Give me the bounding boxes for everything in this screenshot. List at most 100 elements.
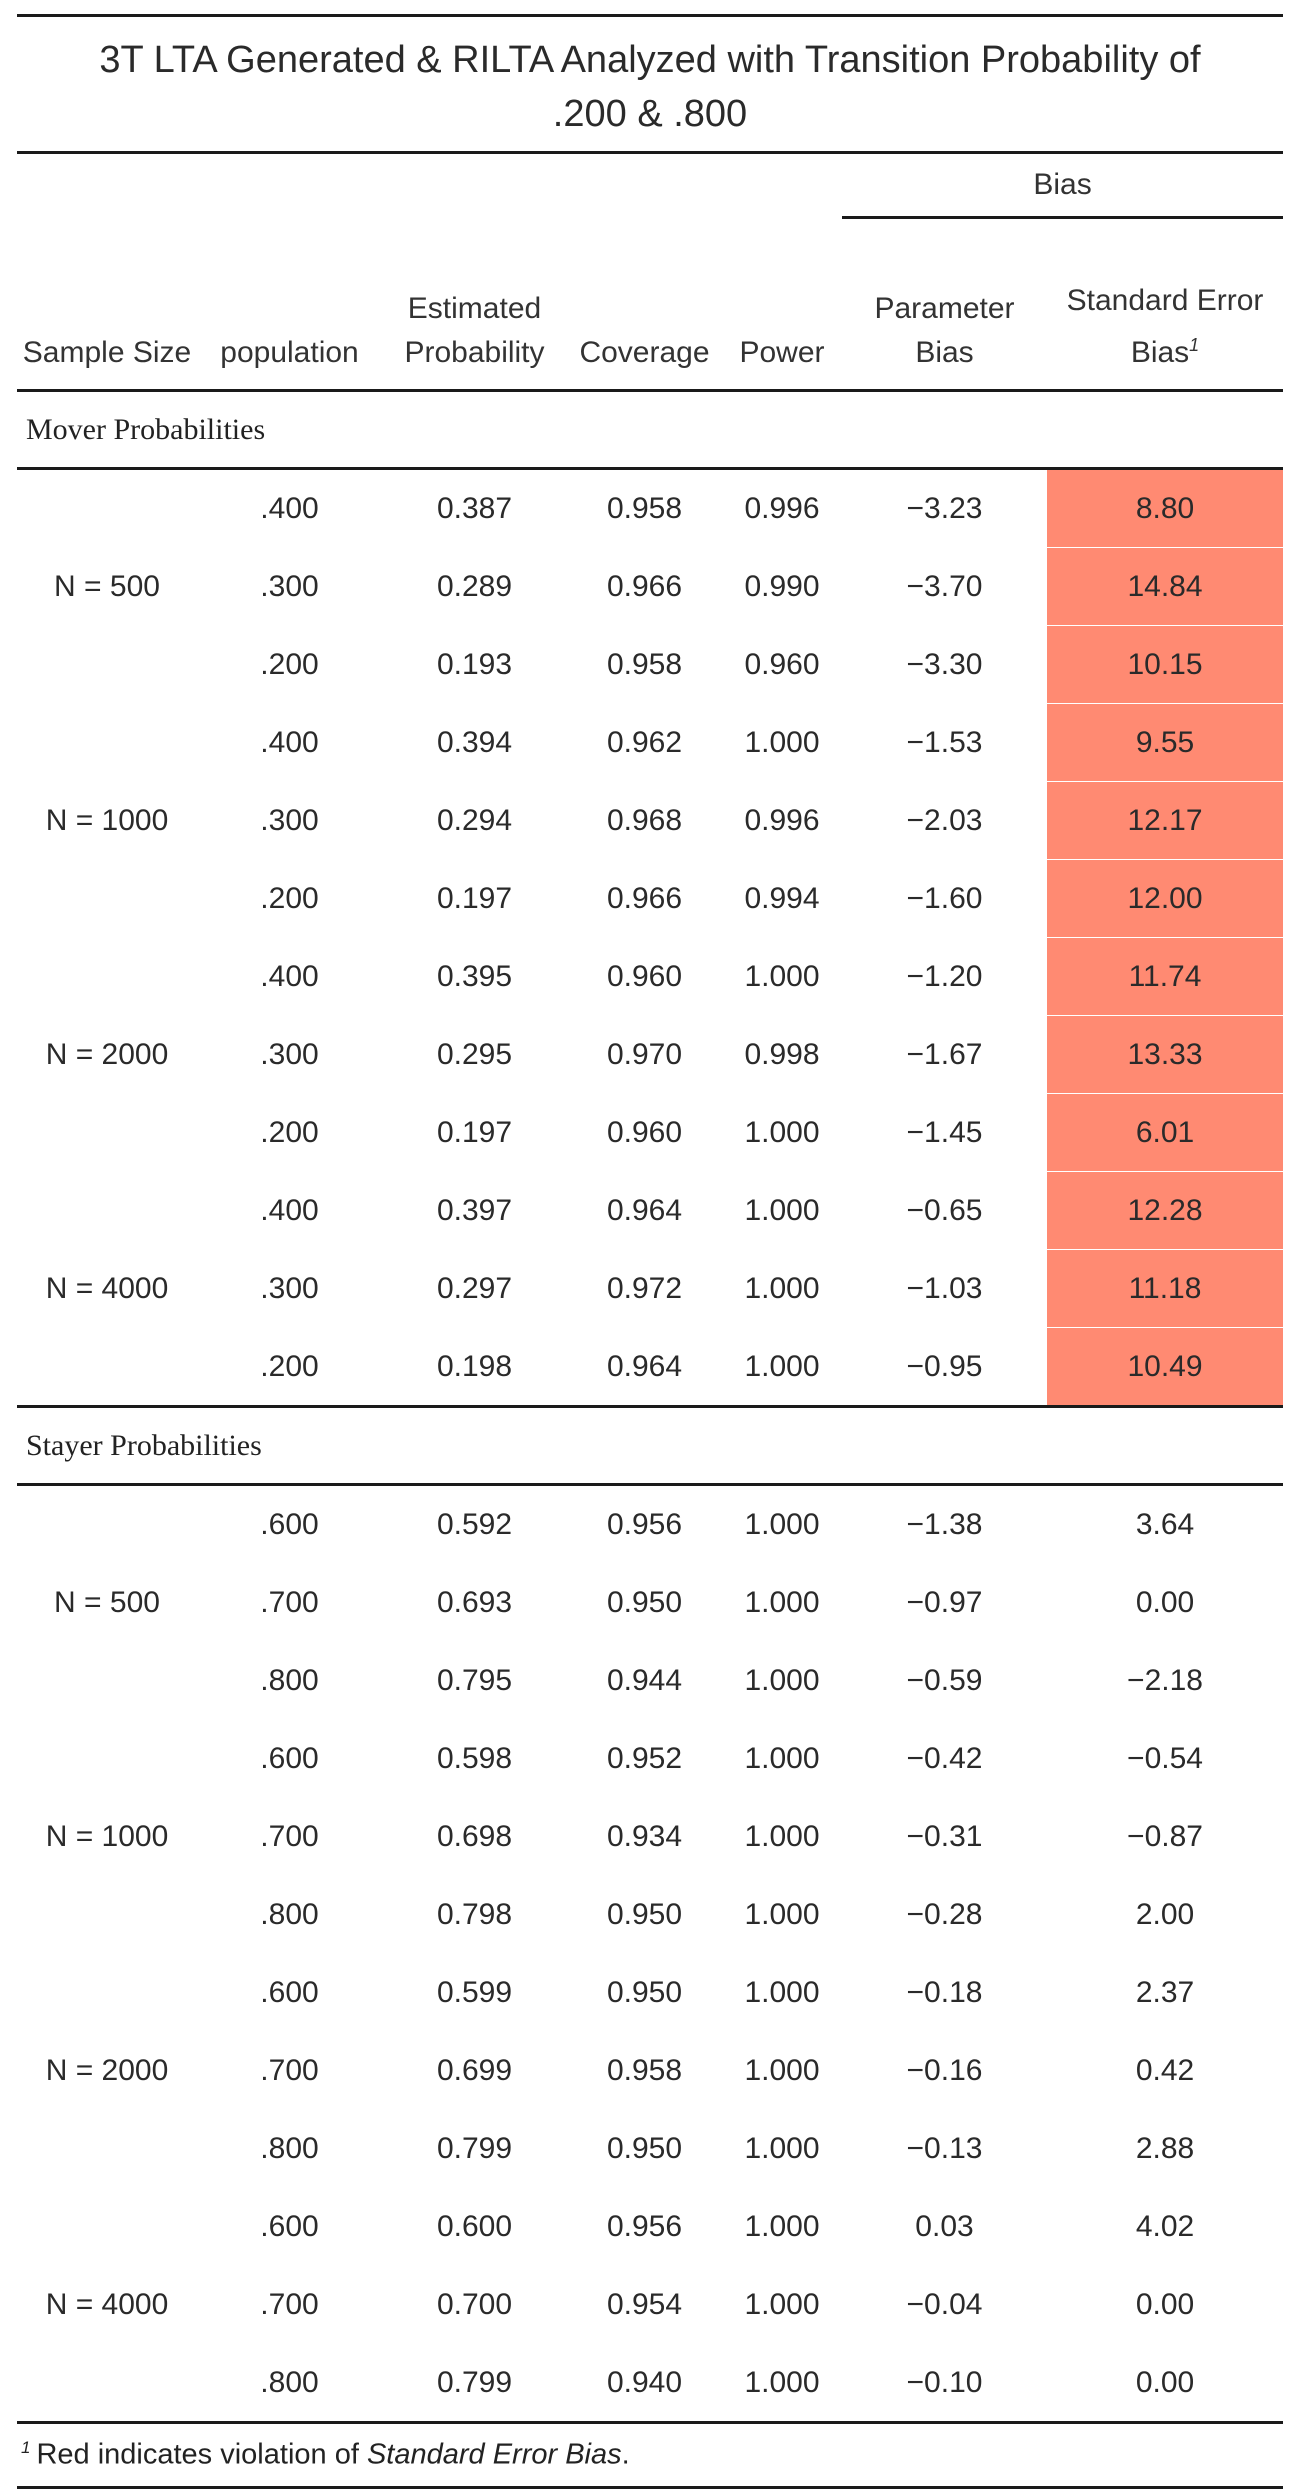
power-cell: 1.000: [722, 2187, 842, 2266]
table-row: .600 0.600 0.956 1.000 0.03 4.02: [17, 2187, 1284, 2266]
power-cell: 1.000: [722, 2343, 842, 2424]
table-row: N = 2000.300 0.295 0.970 0.998 −1.67 13.33: [17, 1015, 1284, 1094]
sample-size-cell: [17, 1327, 197, 1408]
table-row: .600 0.592 0.956 1.000 −1.38 3.64: [17, 1484, 1284, 1564]
estimated-probability-cell: 0.193: [382, 625, 567, 704]
table-row: .200 0.198 0.964 1.000 −0.95 10.49: [17, 1327, 1284, 1408]
parameter-bias-cell: −0.10: [842, 2343, 1047, 2424]
coverage-cell: 0.934: [567, 1797, 722, 1876]
bias-group-header-row: Bias: [17, 152, 1284, 219]
population-cell: .800: [197, 1641, 382, 1720]
population-cell: .800: [197, 1875, 382, 1954]
power-cell: 1.000: [722, 1719, 842, 1798]
coverage-cell: 0.972: [567, 1249, 722, 1328]
coverage-cell: 0.970: [567, 1015, 722, 1094]
population-cell: .400: [197, 703, 382, 782]
population-cell: .300: [197, 547, 382, 626]
table-row: .600 0.598 0.952 1.000 −0.42 −0.54: [17, 1719, 1284, 1798]
power-cell: 1.000: [722, 2265, 842, 2344]
power-cell: 1.000: [722, 1484, 842, 1564]
estimated-probability-cell: 0.197: [382, 859, 567, 938]
estimated-probability-cell: 0.397: [382, 1171, 567, 1250]
standard-error-bias-cell: 6.01: [1047, 1093, 1284, 1172]
parameter-bias-cell: −1.67: [842, 1015, 1047, 1094]
standard-error-bias-cell: 4.02: [1047, 2187, 1284, 2266]
standard-error-bias-cell: −0.87: [1047, 1797, 1284, 1876]
power-cell: 0.994: [722, 859, 842, 938]
standard-error-bias-cell: 12.17: [1047, 781, 1284, 860]
col-standard-error-bias-label: Standard Error Bias: [1066, 284, 1264, 369]
table-row: .800 0.795 0.944 1.000 −0.59 −2.18: [17, 1641, 1284, 1720]
power-cell: 1.000: [722, 1953, 842, 2032]
standard-error-bias-cell: 0.42: [1047, 2031, 1284, 2110]
population-cell: .300: [197, 781, 382, 860]
standard-error-bias-cell: 13.33: [1047, 1015, 1284, 1094]
bias-group-header: Bias: [842, 152, 1284, 219]
col-estimated-probability: Estimated Probability: [404, 292, 545, 369]
estimated-probability-cell: 0.295: [382, 1015, 567, 1094]
sample-size-cell: [17, 2187, 197, 2266]
parameter-bias-cell: 0.03: [842, 2187, 1047, 2266]
estimated-probability-cell: 0.294: [382, 781, 567, 860]
population-cell: .200: [197, 625, 382, 704]
parameter-bias-cell: −0.42: [842, 1719, 1047, 1798]
standard-error-bias-cell: 3.64: [1047, 1484, 1284, 1564]
coverage-cell: 0.954: [567, 2265, 722, 2344]
footnote-text-em: Standard Error Bias: [366, 2438, 622, 2471]
estimated-probability-cell: 0.799: [382, 2343, 567, 2424]
results-table: Bias Sample Size population Estimated Pr…: [17, 151, 1284, 2424]
table-row: N = 500.300 0.289 0.966 0.990 −3.70 14.84: [17, 547, 1284, 626]
sample-size-cell: N = 4000: [17, 2265, 197, 2344]
population-cell: .400: [197, 937, 382, 1016]
parameter-bias-cell: −1.60: [842, 859, 1047, 938]
column-header-row: Sample Size population Estimated Probabi…: [17, 218, 1284, 391]
coverage-cell: 0.958: [567, 625, 722, 704]
table-row: .200 0.197 0.966 0.994 −1.60 12.00: [17, 859, 1284, 938]
footnote: 1 Red indicates violation of Standard Err…: [17, 2424, 1283, 2472]
estimated-probability-cell: 0.799: [382, 2109, 567, 2188]
sample-size-cell: [17, 2109, 197, 2188]
parameter-bias-cell: −0.65: [842, 1171, 1047, 1250]
population-cell: .200: [197, 1093, 382, 1172]
table-row: N = 1000.300 0.294 0.968 0.996 −2.03 12.17: [17, 781, 1284, 860]
col-coverage: Coverage: [579, 336, 710, 369]
section-label: Stayer Probabilities: [17, 1405, 1284, 1486]
table-title: 3T LTA Generated & RILTA Analyzed with T…: [17, 17, 1283, 151]
standard-error-bias-cell: −0.54: [1047, 1719, 1284, 1798]
power-cell: 1.000: [722, 1563, 842, 1642]
parameter-bias-cell: −0.95: [842, 1327, 1047, 1408]
standard-error-bias-cell: 2.88: [1047, 2109, 1284, 2188]
parameter-bias-cell: −0.13: [842, 2109, 1047, 2188]
population-cell: .700: [197, 2265, 382, 2344]
results-table-figure: 3T LTA Generated & RILTA Analyzed with T…: [17, 14, 1284, 2489]
table-row: N = 500.700 0.693 0.950 1.000 −0.97 0.00: [17, 1563, 1284, 1642]
standard-error-bias-cell: 0.00: [1047, 2265, 1284, 2344]
parameter-bias-cell: −1.03: [842, 1249, 1047, 1328]
table-row: .200 0.197 0.960 1.000 −1.45 6.01: [17, 1093, 1284, 1172]
population-cell: .700: [197, 2031, 382, 2110]
sample-size-cell: N = 500: [17, 547, 197, 626]
population-cell: .700: [197, 1797, 382, 1876]
power-cell: 1.000: [722, 1327, 842, 1408]
parameter-bias-cell: −0.59: [842, 1641, 1047, 1720]
estimated-probability-cell: 0.198: [382, 1327, 567, 1408]
estimated-probability-cell: 0.600: [382, 2187, 567, 2266]
sample-size-cell: [17, 468, 197, 548]
coverage-cell: 0.964: [567, 1171, 722, 1250]
coverage-cell: 0.960: [567, 1093, 722, 1172]
table-row: .600 0.599 0.950 1.000 −0.18 2.37: [17, 1953, 1284, 2032]
table-row: .400 0.394 0.962 1.000 −1.53 9.55: [17, 703, 1284, 782]
standard-error-bias-cell: 12.00: [1047, 859, 1284, 938]
estimated-probability-cell: 0.592: [382, 1484, 567, 1564]
footnote-number: 1: [21, 2438, 31, 2457]
power-cell: 1.000: [722, 2031, 842, 2110]
estimated-probability-cell: 0.693: [382, 1563, 567, 1642]
section-label: Mover Probabilities: [17, 390, 1284, 470]
standard-error-bias-cell: 9.55: [1047, 703, 1284, 782]
estimated-probability-cell: 0.698: [382, 1797, 567, 1876]
estimated-probability-cell: 0.297: [382, 1249, 567, 1328]
estimated-probability-cell: 0.598: [382, 1719, 567, 1798]
population-cell: .400: [197, 1171, 382, 1250]
parameter-bias-cell: −1.45: [842, 1093, 1047, 1172]
population-cell: .300: [197, 1249, 382, 1328]
